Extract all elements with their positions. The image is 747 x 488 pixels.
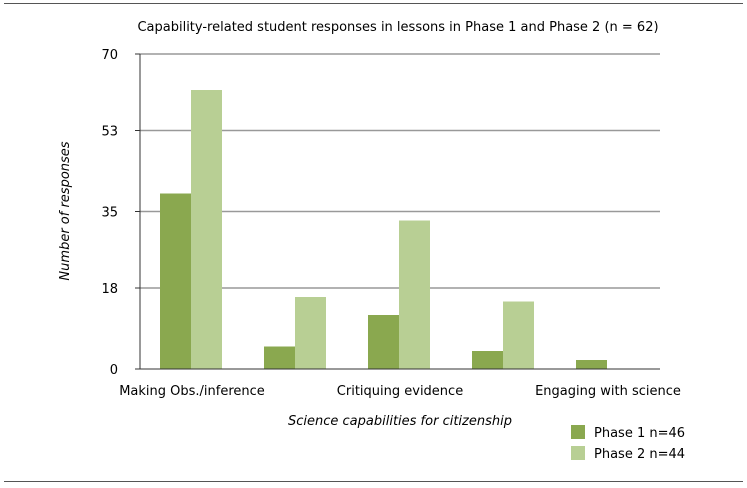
- bar-phase-1: [160, 193, 191, 369]
- bar-phase-2: [191, 90, 222, 369]
- bar-phase-1: [576, 360, 607, 369]
- legend: Phase 1 n=46 Phase 2 n=44: [571, 425, 685, 462]
- bottom-rule: [4, 481, 743, 482]
- bar-phase-1: [264, 346, 295, 369]
- bar-phase-2: [399, 220, 430, 369]
- y-tick-label: 53: [101, 125, 118, 140]
- bar-phase-2: [503, 301, 534, 369]
- top-rule: [4, 3, 743, 4]
- legend-swatch: [571, 425, 585, 439]
- y-tick-label: 0: [110, 363, 118, 378]
- bar-phase-1: [368, 315, 399, 369]
- x-tick-label: Engaging with science: [535, 384, 681, 399]
- x-tick-label: Critiquing evidence: [337, 384, 463, 399]
- bar-phase-1: [472, 351, 503, 369]
- y-axis-title: Number of responses: [58, 141, 73, 280]
- x-tick-labels: Making Obs./inference Critiquing evidence…: [119, 384, 681, 399]
- bars: [160, 90, 607, 369]
- y-tick-label: 70: [101, 48, 118, 63]
- legend-swatch: [571, 446, 585, 460]
- x-tick-label: Making Obs./inference: [119, 384, 265, 399]
- chart-title: Capability-related student responses in …: [137, 20, 658, 35]
- y-tick-label: 35: [101, 206, 118, 221]
- y-tick-labels: 0 18 35 53 70: [101, 48, 118, 378]
- bar-phase-2: [295, 297, 326, 369]
- legend-label: Phase 2 n=44: [594, 447, 685, 462]
- y-tick-label: 18: [101, 282, 118, 297]
- legend-label: Phase 1 n=46: [594, 426, 685, 441]
- x-axis-title: Science capabilities for citizenship: [288, 414, 512, 429]
